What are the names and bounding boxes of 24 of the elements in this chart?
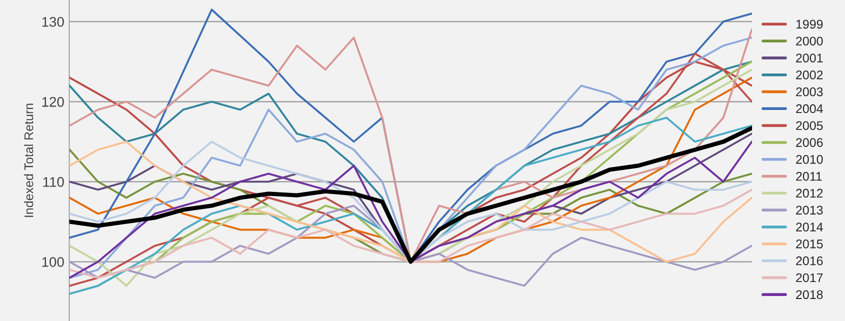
line-series [69, 188, 752, 279]
y-axis-title: Indexed Total Return [24, 104, 34, 217]
legend-label: 2014 [796, 222, 823, 232]
legend-label: 2003 [796, 87, 823, 96]
legend-label: 2001 [796, 54, 823, 62]
legend-label: 2015 [796, 240, 823, 248]
legend-label: 2002 [796, 70, 823, 80]
legend-label: 2005 [796, 121, 823, 130]
y-tick-label: 130 [42, 16, 64, 27]
legend-label: 2006 [796, 138, 823, 147]
legend-label: 2012 [796, 188, 823, 198]
legend-label: 2010 [796, 155, 823, 164]
legend-label: 2016 [796, 256, 823, 266]
line-series [69, 204, 752, 287]
legend-label: 2000 [796, 36, 823, 46]
legend-label: 1999 [796, 20, 823, 29]
legend-label: 2013 [796, 206, 823, 215]
y-tick-label: 100 [42, 257, 64, 267]
legend-label: 2017 [796, 273, 823, 282]
y-tick-label: 120 [42, 97, 64, 107]
y-tick-label: 110 [43, 177, 64, 187]
legend-label: 2011 [796, 172, 822, 181]
legend-label: 2004 [796, 104, 823, 114]
legend-label: 2018 [796, 290, 823, 300]
